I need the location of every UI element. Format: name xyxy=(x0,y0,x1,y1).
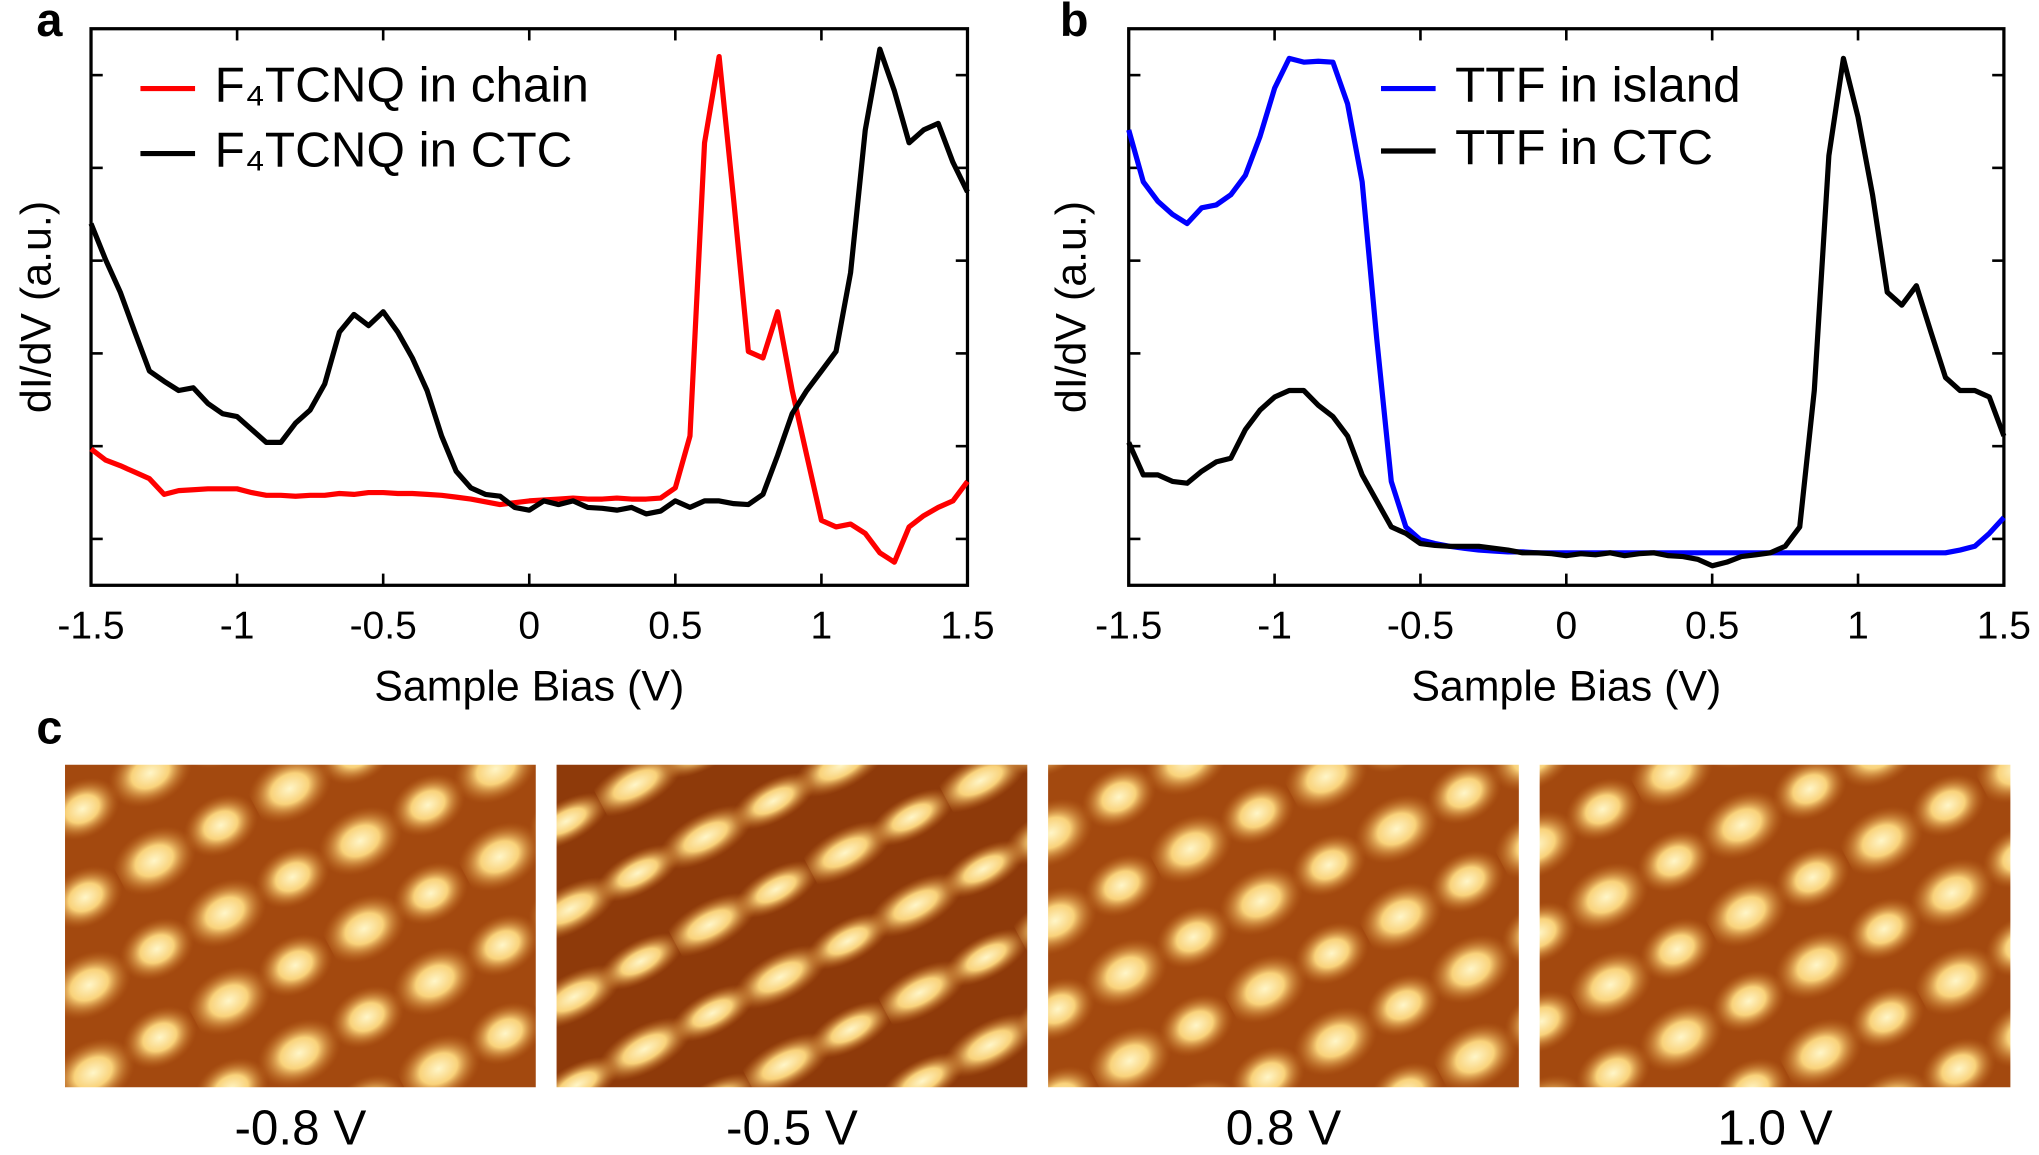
y-axis-label: dI/dV (a.u.) xyxy=(1047,201,1095,413)
panel-label: b xyxy=(1060,0,1089,46)
x-axis-label: Sample Bias (V) xyxy=(374,663,684,711)
data-line xyxy=(1126,55,2007,569)
image-caption: 1.0 V xyxy=(1717,1101,1832,1155)
x-tick-label: -1.5 xyxy=(57,605,124,648)
image-caption: 0.8 V xyxy=(1226,1101,1341,1155)
stm-image xyxy=(65,764,536,1088)
stm-image xyxy=(556,764,1028,1088)
data-line xyxy=(88,46,970,517)
stm-images xyxy=(65,764,2011,1088)
data-line xyxy=(89,53,970,565)
stm-image xyxy=(1048,764,1519,1088)
x-tick-label: -1 xyxy=(1257,605,1292,648)
legend-label: F₄TCNQ in CTC xyxy=(215,123,573,178)
y-axis-label: dI/dV (a.u.) xyxy=(12,201,60,413)
x-tick-label: 0.5 xyxy=(648,605,702,648)
legend-label: TTF in island xyxy=(1455,58,1741,113)
image-caption: -0.8 V xyxy=(234,1101,366,1155)
x-tick-label: 0 xyxy=(1555,605,1577,648)
x-tick-label: -0.5 xyxy=(1387,605,1454,648)
x-tick-label: 1.5 xyxy=(1977,605,2031,648)
x-tick-label: -1.5 xyxy=(1095,605,1162,648)
x-tick-label: 1 xyxy=(811,605,833,648)
stm-image xyxy=(1539,764,2011,1088)
x-tick-label: 1.5 xyxy=(940,605,994,648)
x-tick-label: -1 xyxy=(220,605,255,648)
panel-label: a xyxy=(36,0,63,46)
x-tick-label: -0.5 xyxy=(350,605,417,648)
panel-label: c xyxy=(36,701,62,753)
x-tick-label: 0.5 xyxy=(1685,605,1739,648)
x-axis-label: Sample Bias (V) xyxy=(1411,663,1721,711)
x-tick-label: 1 xyxy=(1847,605,1869,648)
legend-label: F₄TCNQ in chain xyxy=(215,58,589,113)
x-tick-label: 0 xyxy=(518,605,540,648)
legend-label: TTF in CTC xyxy=(1455,120,1713,175)
image-caption: -0.5 V xyxy=(726,1101,858,1155)
data-line xyxy=(1126,55,2006,556)
